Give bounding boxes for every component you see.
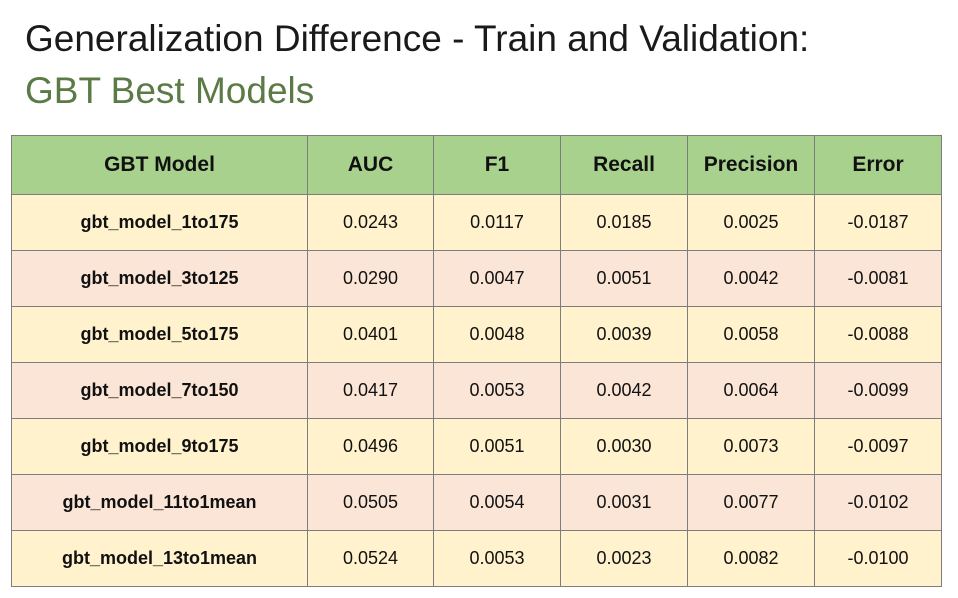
results-table: GBT Model AUC F1 Recall Precision Error … (11, 135, 942, 587)
cell-precision: 0.0073 (687, 418, 815, 475)
table-row: gbt_model_5to175 0.0401 0.0048 0.0039 0.… (11, 306, 942, 363)
cell-model: gbt_model_1to175 (11, 194, 308, 251)
cell-error: -0.0102 (814, 474, 942, 531)
cell-f1: 0.0051 (433, 418, 561, 475)
cell-auc: 0.0417 (307, 362, 434, 419)
header-auc: AUC (307, 135, 434, 195)
results-table-container: GBT Model AUC F1 Recall Precision Error … (11, 135, 942, 587)
cell-recall: 0.0023 (560, 530, 688, 587)
cell-model: gbt_model_3to125 (11, 250, 308, 307)
header-precision: Precision (687, 135, 815, 195)
cell-f1: 0.0047 (433, 250, 561, 307)
cell-recall: 0.0039 (560, 306, 688, 363)
cell-precision: 0.0064 (687, 362, 815, 419)
cell-recall: 0.0031 (560, 474, 688, 531)
cell-recall: 0.0042 (560, 362, 688, 419)
cell-f1: 0.0053 (433, 530, 561, 587)
cell-error: -0.0081 (814, 250, 942, 307)
cell-precision: 0.0082 (687, 530, 815, 587)
cell-auc: 0.0243 (307, 194, 434, 251)
cell-f1: 0.0054 (433, 474, 561, 531)
cell-f1: 0.0048 (433, 306, 561, 363)
table-row: gbt_model_1to175 0.0243 0.0117 0.0185 0.… (11, 194, 942, 251)
cell-error: -0.0100 (814, 530, 942, 587)
slide-subtitle: GBT Best Models (25, 70, 315, 111)
cell-model: gbt_model_7to150 (11, 362, 308, 419)
cell-auc: 0.0290 (307, 250, 434, 307)
cell-model: gbt_model_9to175 (11, 418, 308, 475)
cell-auc: 0.0505 (307, 474, 434, 531)
slide-title: Generalization Difference - Train and Va… (25, 18, 810, 59)
cell-f1: 0.0053 (433, 362, 561, 419)
header-gbt-model: GBT Model (11, 135, 308, 195)
cell-auc: 0.0524 (307, 530, 434, 587)
header-error: Error (814, 135, 942, 195)
table-row: gbt_model_7to150 0.0417 0.0053 0.0042 0.… (11, 362, 942, 419)
table-row: gbt_model_13to1mean 0.0524 0.0053 0.0023… (11, 530, 942, 587)
cell-auc: 0.0496 (307, 418, 434, 475)
table-row: gbt_model_9to175 0.0496 0.0051 0.0030 0.… (11, 418, 942, 475)
header-recall: Recall (560, 135, 688, 195)
cell-recall: 0.0051 (560, 250, 688, 307)
cell-model: gbt_model_5to175 (11, 306, 308, 363)
cell-recall: 0.0030 (560, 418, 688, 475)
cell-precision: 0.0058 (687, 306, 815, 363)
cell-auc: 0.0401 (307, 306, 434, 363)
cell-recall: 0.0185 (560, 194, 688, 251)
cell-precision: 0.0042 (687, 250, 815, 307)
header-f1: F1 (433, 135, 561, 195)
cell-error: -0.0099 (814, 362, 942, 419)
cell-f1: 0.0117 (433, 194, 561, 251)
table-row: gbt_model_11to1mean 0.0505 0.0054 0.0031… (11, 474, 942, 531)
cell-model: gbt_model_11to1mean (11, 474, 308, 531)
cell-error: -0.0088 (814, 306, 942, 363)
cell-precision: 0.0025 (687, 194, 815, 251)
cell-error: -0.0097 (814, 418, 942, 475)
cell-precision: 0.0077 (687, 474, 815, 531)
table-row: gbt_model_3to125 0.0290 0.0047 0.0051 0.… (11, 250, 942, 307)
cell-model: gbt_model_13to1mean (11, 530, 308, 587)
cell-error: -0.0187 (814, 194, 942, 251)
table-header-row: GBT Model AUC F1 Recall Precision Error (11, 135, 942, 195)
